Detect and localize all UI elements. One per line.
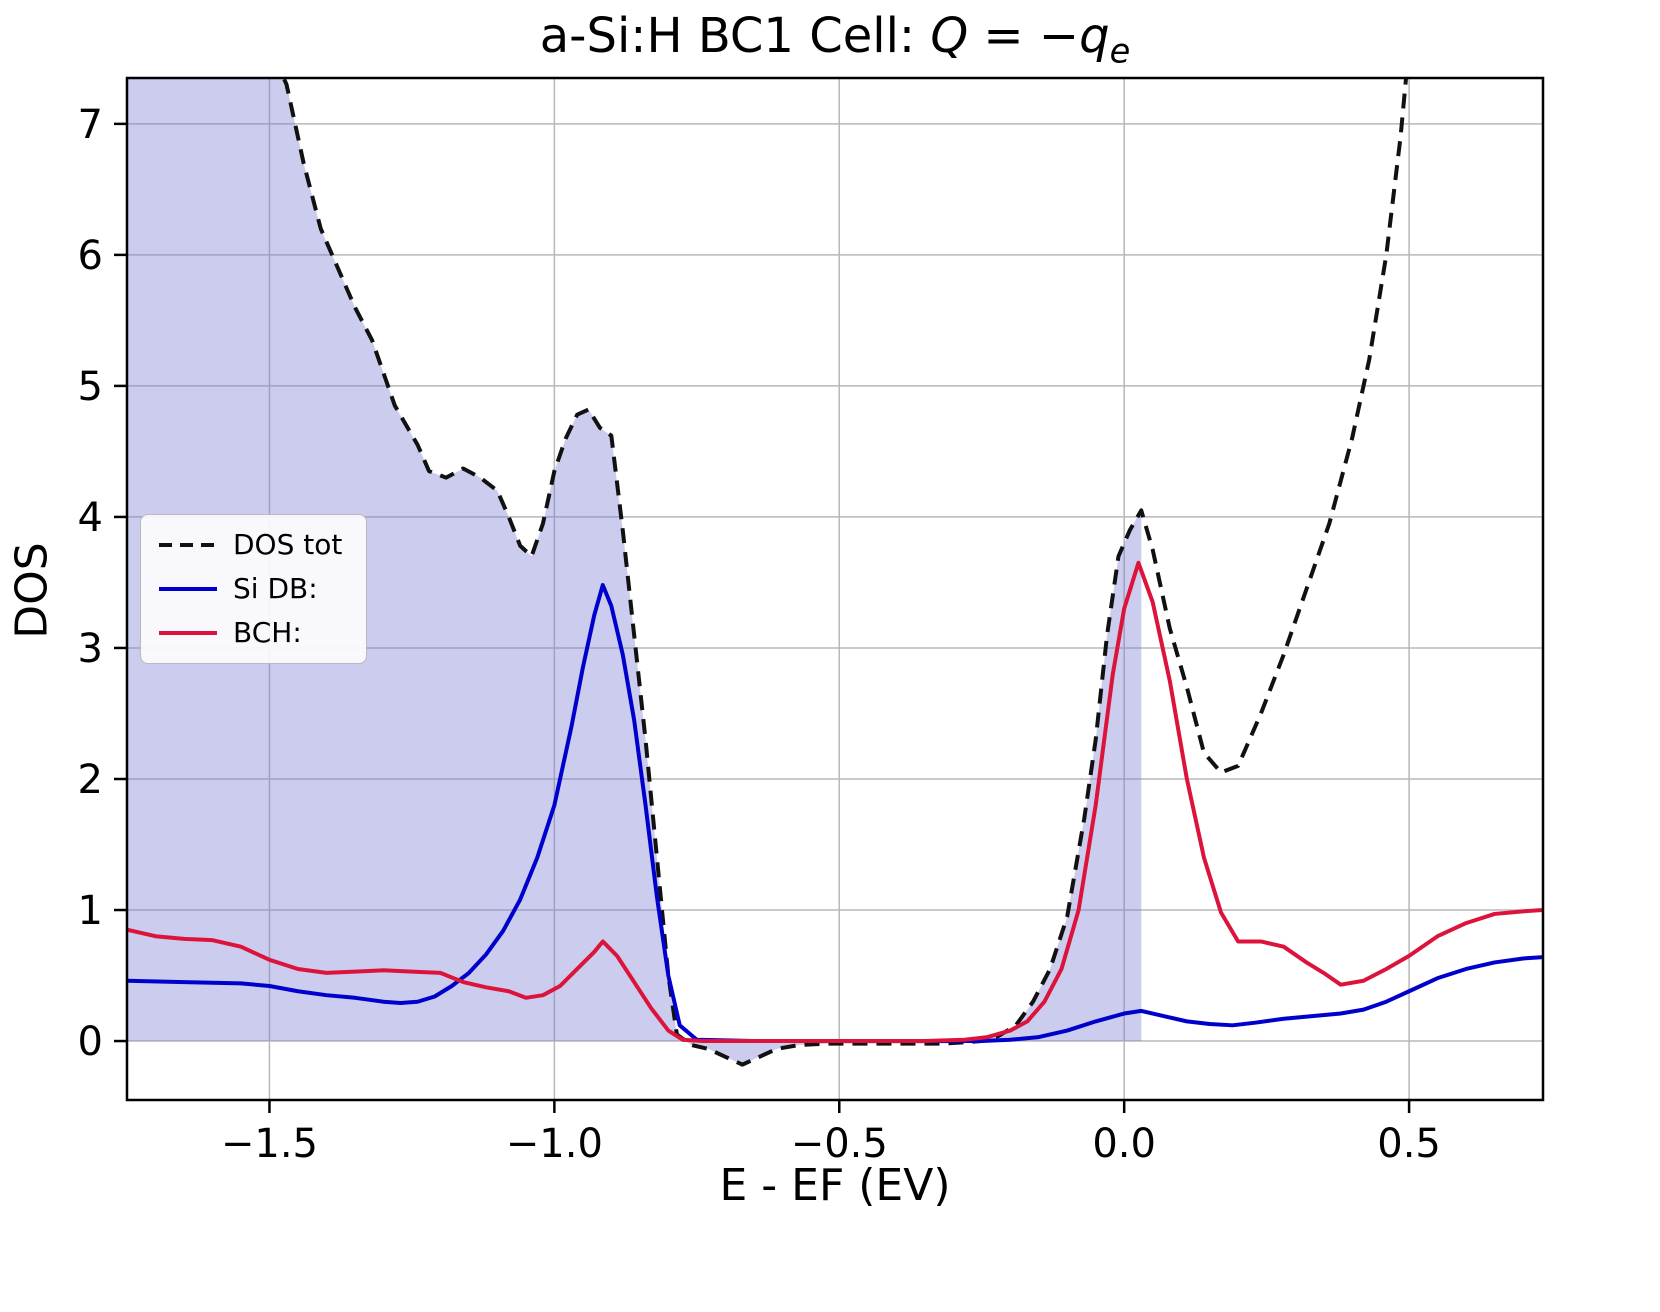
legend: DOS tot Si DB: BCH: xyxy=(140,514,368,664)
svg-text:−0.5: −0.5 xyxy=(791,1121,888,1167)
chart-title-math-eq: = − xyxy=(968,8,1080,64)
chart-title: a-Si:H BC1 Cell: Q = −qe xyxy=(127,8,1543,71)
svg-text:2: 2 xyxy=(78,757,103,803)
svg-text:7: 7 xyxy=(78,102,103,148)
svg-text:−1.0: −1.0 xyxy=(506,1121,603,1167)
svg-text:6: 6 xyxy=(78,233,103,279)
svg-text:0: 0 xyxy=(78,1019,103,1065)
legend-label-si-db: Si DB: xyxy=(233,572,318,605)
chart-title-math-sub: e xyxy=(1109,31,1131,71)
legend-label-dos-tot: DOS tot xyxy=(233,528,343,561)
legend-label-bch: BCH: xyxy=(233,616,302,649)
svg-text:0.5: 0.5 xyxy=(1377,1121,1441,1167)
x-axis-label: E - EF (EV) xyxy=(719,1160,951,1211)
legend-line-si-db-icon xyxy=(159,587,217,591)
svg-text:5: 5 xyxy=(78,364,103,410)
svg-text:−1.5: −1.5 xyxy=(221,1121,318,1167)
legend-item-si-db: Si DB: xyxy=(159,575,342,603)
chart-title-math-sym: q xyxy=(1079,8,1110,64)
chart-title-math-var: Q xyxy=(930,8,969,64)
svg-text:4: 4 xyxy=(78,495,103,541)
chart-title-prefix: a-Si:H BC1 Cell: xyxy=(539,8,931,64)
svg-text:1: 1 xyxy=(78,888,103,934)
legend-line-bch-icon xyxy=(159,631,217,635)
legend-line-dos-tot-icon xyxy=(159,543,217,547)
y-axis-label: DOS xyxy=(6,542,58,639)
svg-text:3: 3 xyxy=(78,626,103,672)
legend-item-dos-tot: DOS tot xyxy=(159,531,342,559)
svg-text:0.0: 0.0 xyxy=(1092,1121,1156,1167)
legend-item-bch: BCH: xyxy=(159,619,342,647)
